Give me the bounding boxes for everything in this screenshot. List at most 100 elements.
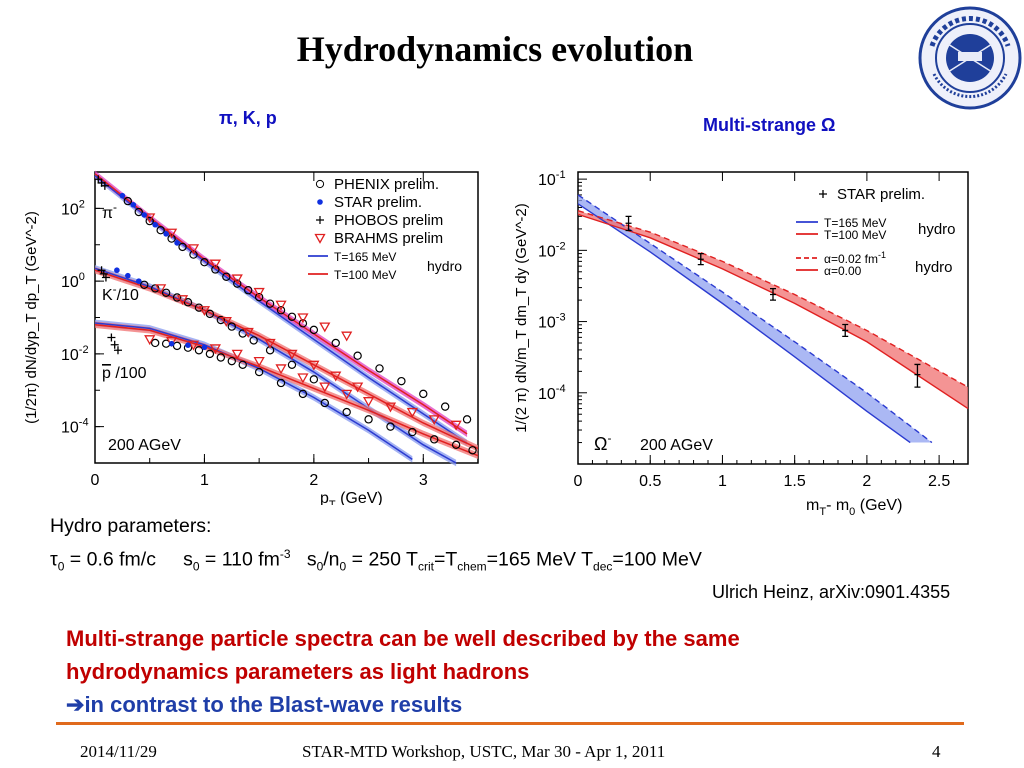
right-x-axis-label: mT- m0 (GeV) <box>806 497 902 518</box>
omega-hydro165-line <box>577 203 911 444</box>
legend-label: BRAHMS prelim <box>334 230 443 247</box>
phenix-point <box>178 242 187 252</box>
y-tick-exp: 2 <box>79 198 85 210</box>
particle-name: p <box>102 365 111 382</box>
phenix-point <box>320 398 329 408</box>
legend-line-label: α=0.00 <box>824 264 862 278</box>
legend-line-sup: -1 <box>878 250 886 260</box>
tdec-value: =100 MeV <box>612 548 702 571</box>
legend-line-text: T=100 MeV <box>824 228 886 242</box>
left-x-tick-label: 2 <box>309 472 318 489</box>
phenix-point <box>386 422 395 431</box>
phenix-point <box>243 286 253 295</box>
phenix-point <box>183 298 193 307</box>
right-chart-data-points <box>625 215 921 388</box>
phenix-point <box>287 360 297 369</box>
legend-label: PHENIX prelim. <box>334 176 439 193</box>
phenix-point <box>145 216 154 226</box>
left-x-tick-label: 1 <box>200 472 209 489</box>
conclusion-text: Multi-strange particle spectra can be we… <box>66 622 740 721</box>
brahms-point <box>297 313 309 324</box>
phenix-point <box>205 309 215 319</box>
tau0-sub: 0 <box>57 559 65 574</box>
y-tick-exp: -1 <box>556 170 566 181</box>
phenix-point <box>254 367 264 377</box>
x-label-main: p <box>320 490 329 505</box>
brahms-point <box>264 338 276 349</box>
brahms-point <box>187 340 200 351</box>
phenix-point <box>150 338 160 348</box>
phenix-point <box>172 341 182 351</box>
brahms-point <box>341 331 353 342</box>
footer-event: STAR-MTD Workshop, USTC, Mar 30 - Apr 1,… <box>302 742 666 761</box>
phenix-point <box>216 353 226 362</box>
y-tick-exp: -3 <box>556 312 566 324</box>
star-omega-point <box>842 323 849 337</box>
omega-hydro165-band <box>578 194 932 443</box>
phenix-point <box>298 319 308 328</box>
tcrit-sub: crit <box>417 559 434 574</box>
brahms-point <box>187 244 200 255</box>
phenix-point <box>134 207 143 217</box>
params-heading: Hydro parameters: <box>50 515 212 537</box>
legend-label: T=100 MeV <box>334 268 396 282</box>
x-label-unit: (GeV) <box>336 490 383 505</box>
particle-name: K <box>102 287 113 304</box>
phenix-point <box>408 427 417 437</box>
right-x-tick-label: 2 <box>862 473 871 490</box>
phenix-point <box>140 280 149 289</box>
right-plot-frame <box>577 171 969 465</box>
star-point <box>174 240 180 246</box>
y-tick-exp: 0 <box>79 271 85 283</box>
left-chart-legend: PHENIX prelim.STAR prelim.PHOBOS prelimB… <box>308 176 462 282</box>
phenix-point <box>194 303 204 312</box>
s0-exp: -3 <box>279 547 291 561</box>
phenix-point <box>397 376 406 386</box>
legend-brahms-marker <box>314 233 326 244</box>
s0-sub: 0 <box>192 559 200 574</box>
brahms-point <box>253 287 265 298</box>
brahms-point <box>352 382 364 393</box>
particle-scale: /100 <box>111 365 147 382</box>
left-energy-annotation: 200 AGeV <box>108 437 181 454</box>
tchem-sub: chem <box>457 559 487 574</box>
tchem-value: =165 MeV T <box>486 548 594 571</box>
phenix-point <box>161 288 171 297</box>
y-tick-exp: -4 <box>79 417 89 429</box>
y-tick-base: 10 <box>538 172 556 189</box>
phenix-point <box>375 364 384 373</box>
brahms-point <box>384 402 397 413</box>
phenix-point <box>287 312 297 321</box>
omega-particle-label: Ω- <box>594 431 611 454</box>
star-point <box>114 267 120 274</box>
phobos-point <box>100 181 109 190</box>
legend-label: T=165 MeV <box>334 250 396 264</box>
y-tick-base: 10 <box>538 386 556 403</box>
brahms-point <box>253 357 265 367</box>
right-energy-annotation: 200 AGeV <box>640 437 713 454</box>
phenix-point <box>309 375 319 384</box>
left-x-tick-label: 0 <box>91 472 100 489</box>
phenix-point <box>216 315 226 325</box>
right-chart-axes: 0 0.5 1 1.5 2 2.510-110-210-310-4mT- m0 (GeV)… <box>513 170 969 518</box>
hydro-parameters: Hydro parameters: τ0 = 0.6 fm/c s0 = 110… <box>50 512 702 580</box>
star-point <box>130 201 137 208</box>
reference-citation: Ulrich Heinz, arXiv:0901.4355 <box>712 582 951 602</box>
phenix-point <box>353 351 362 360</box>
right-chart-labels: Ω- 200 AGeV <box>594 431 713 454</box>
brahms-point <box>319 322 331 333</box>
phenix-point <box>123 196 133 206</box>
brahms-point <box>362 397 375 407</box>
phenix-point <box>298 389 308 399</box>
x-label-sub-0: 0 <box>849 506 855 518</box>
brahms-point <box>176 295 189 306</box>
particle-name: π <box>102 205 113 222</box>
star-omega-point <box>625 215 632 232</box>
left-x-axis-label: pT (GeV) <box>320 490 383 505</box>
star-point <box>185 342 191 348</box>
conclusion-line-2: hydrodynamics parameters as light hadron… <box>66 659 530 684</box>
star-point <box>141 212 148 218</box>
particle-charge: - <box>113 200 117 214</box>
